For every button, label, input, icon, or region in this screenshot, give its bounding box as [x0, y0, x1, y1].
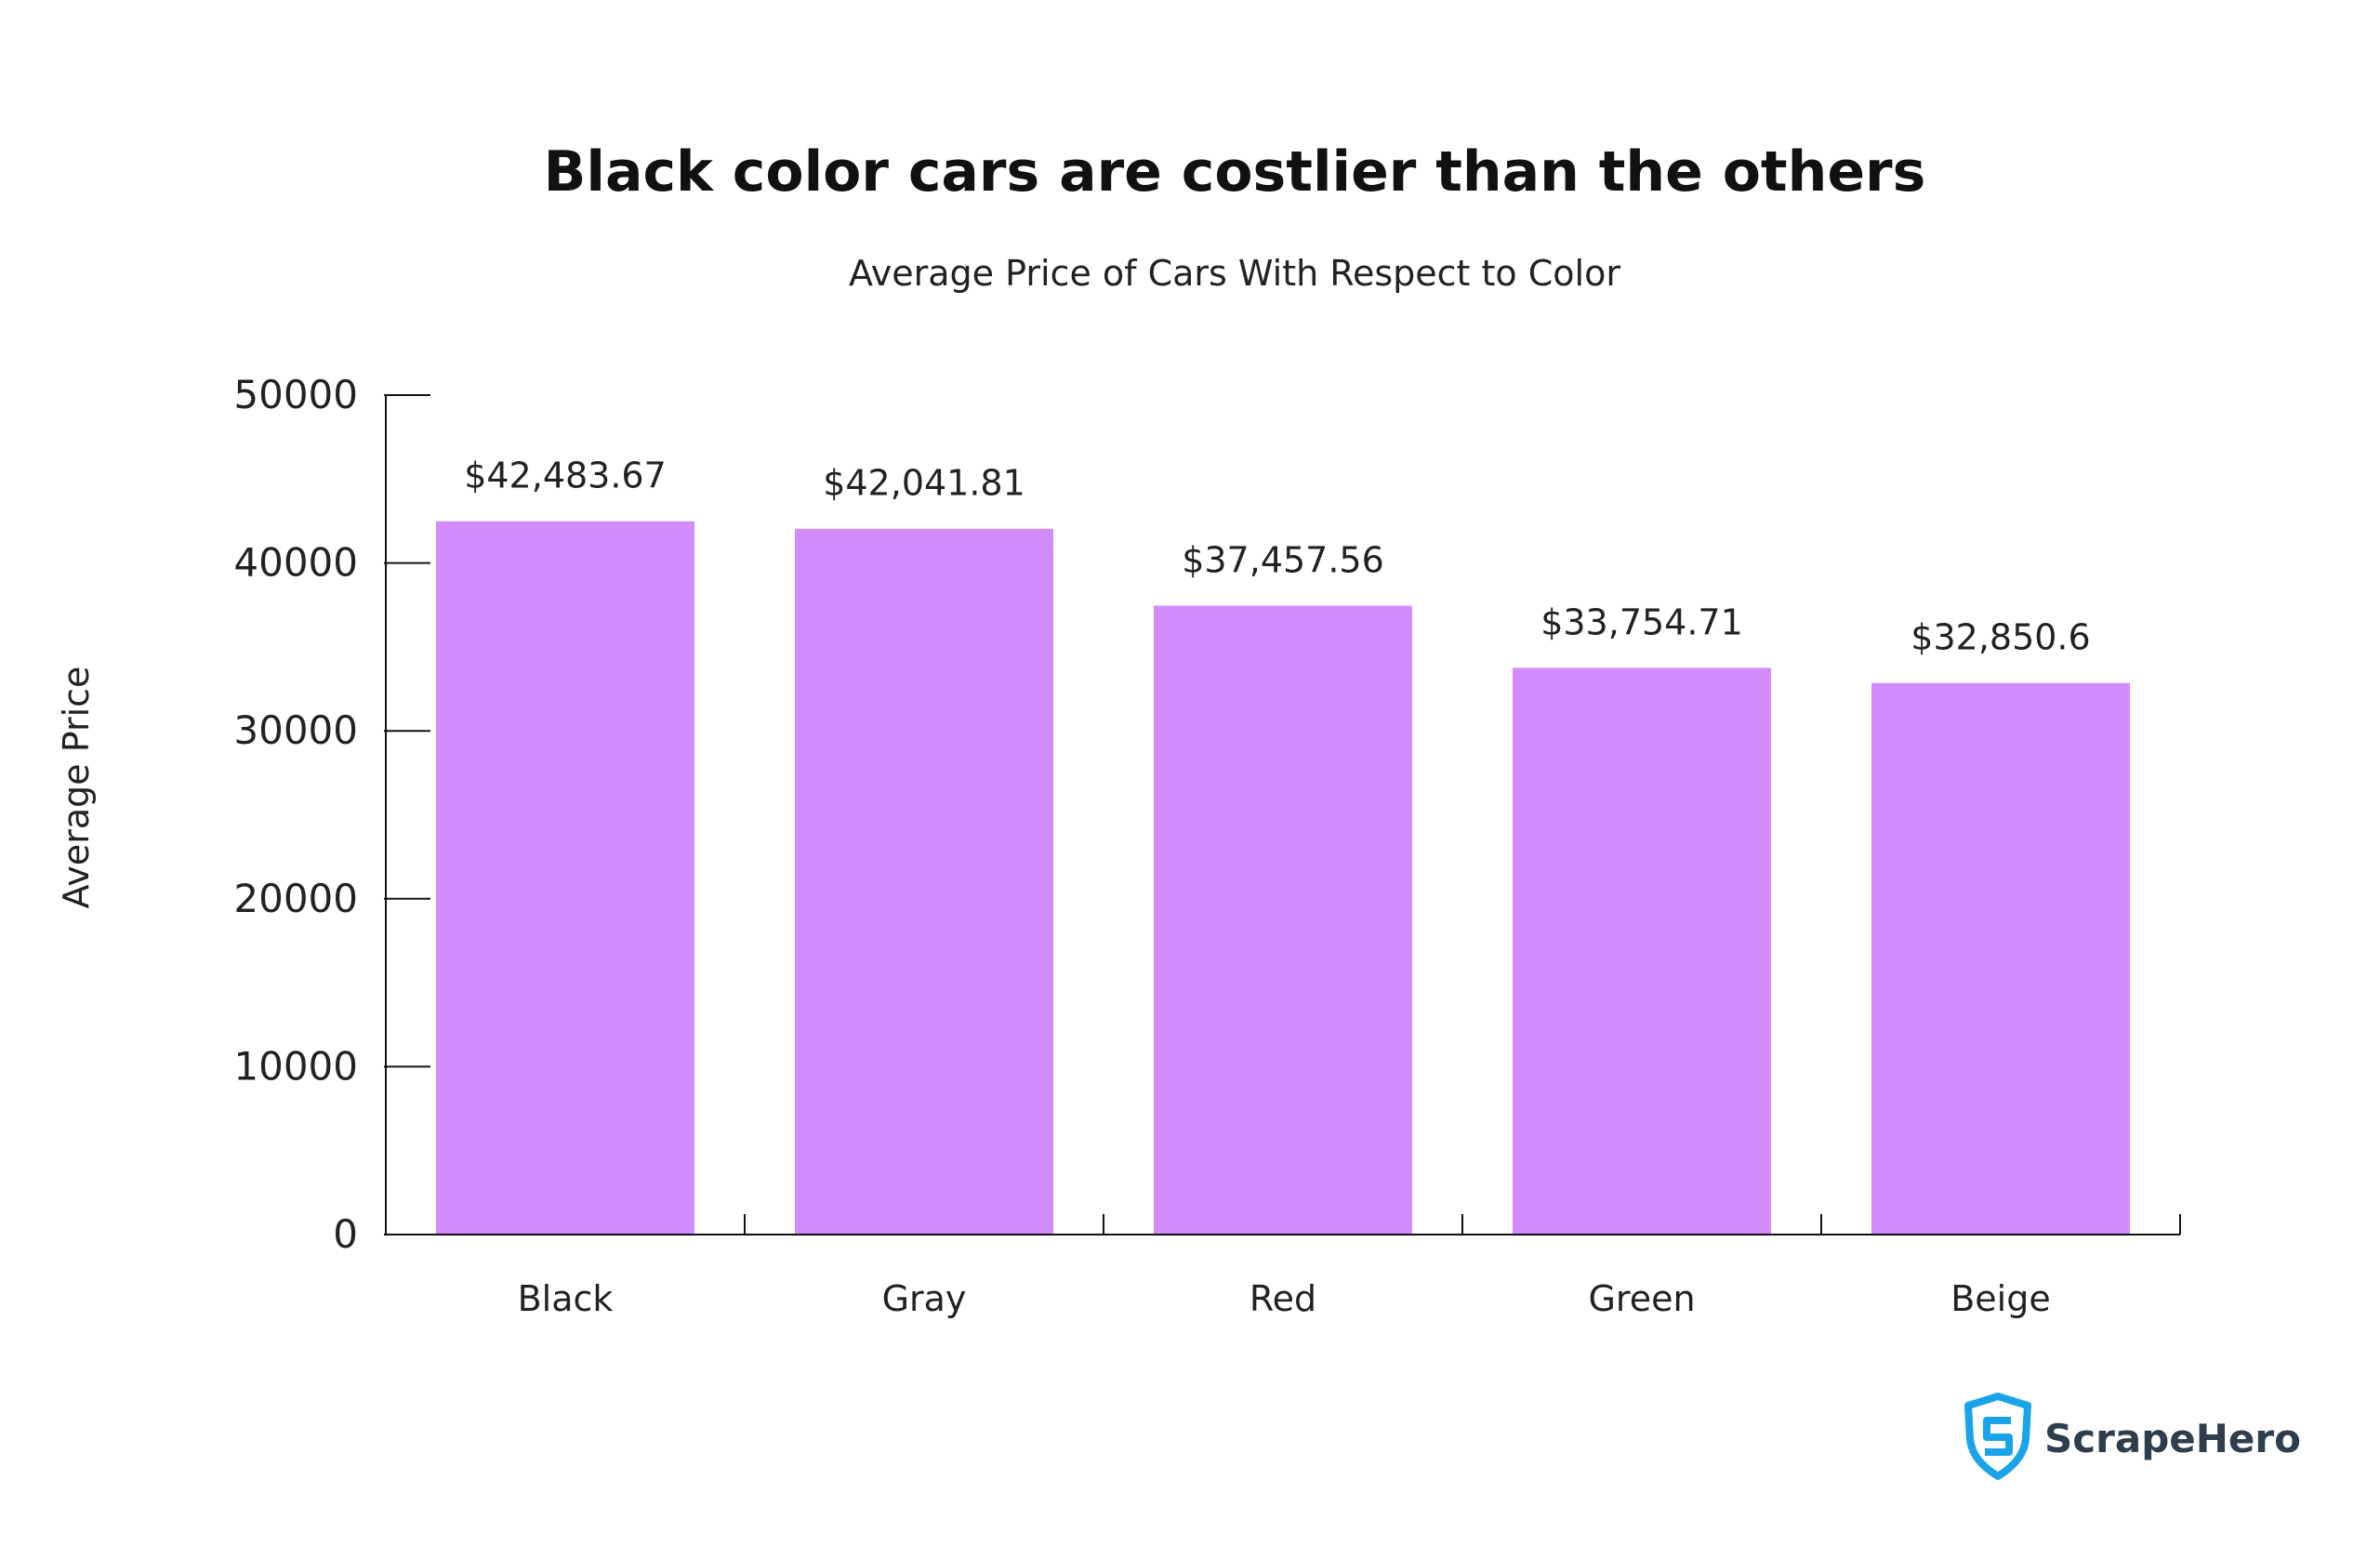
x-tick-label-green: Green	[1588, 1278, 1695, 1319]
shield-s-glyph	[1983, 1417, 2013, 1456]
brand-logo: ScrapeHero	[1964, 1393, 2301, 1480]
y-tick-label-10000: 10000	[233, 1043, 358, 1089]
bar-red	[1154, 605, 1412, 1235]
x-tick-label-red: Red	[1250, 1278, 1316, 1319]
y-tick-label-50000: 50000	[233, 372, 358, 417]
bar-green	[1513, 667, 1771, 1235]
y-tick-label-20000: 20000	[233, 876, 358, 921]
shield-s-icon	[1964, 1393, 2031, 1480]
data-label-beige: $32,850.6	[1911, 617, 2090, 658]
y-tick-label-30000: 30000	[233, 707, 358, 753]
chart-title: Black color cars are costlier than the o…	[544, 139, 1926, 205]
data-label-red: $37,457.56	[1182, 540, 1384, 581]
chart-subtitle: Average Price of Cars With Respect to Co…	[849, 253, 1620, 294]
bar-beige	[1871, 682, 2130, 1235]
bar-black	[436, 521, 694, 1235]
x-tick-label-gray: Gray	[882, 1278, 967, 1319]
data-label-green: $33,754.71	[1540, 601, 1743, 642]
data-label-black: $42,483.67	[464, 456, 667, 496]
plot-area: $42,483.67 Black $42,041.81 Gray $37,457.56 R…	[233, 372, 2181, 1319]
brand-name: ScrapeHero	[2044, 1416, 2301, 1461]
data-label-gray: $42,041.81	[823, 463, 1025, 504]
y-tick-label-0: 0	[333, 1211, 358, 1257]
y-tick-label-40000: 40000	[233, 540, 358, 586]
x-tick-label-black: Black	[518, 1278, 614, 1319]
x-tick-label-beige: Beige	[1950, 1278, 2051, 1319]
y-axis-title: Average Price	[56, 667, 97, 909]
bar-gray	[795, 528, 1053, 1235]
